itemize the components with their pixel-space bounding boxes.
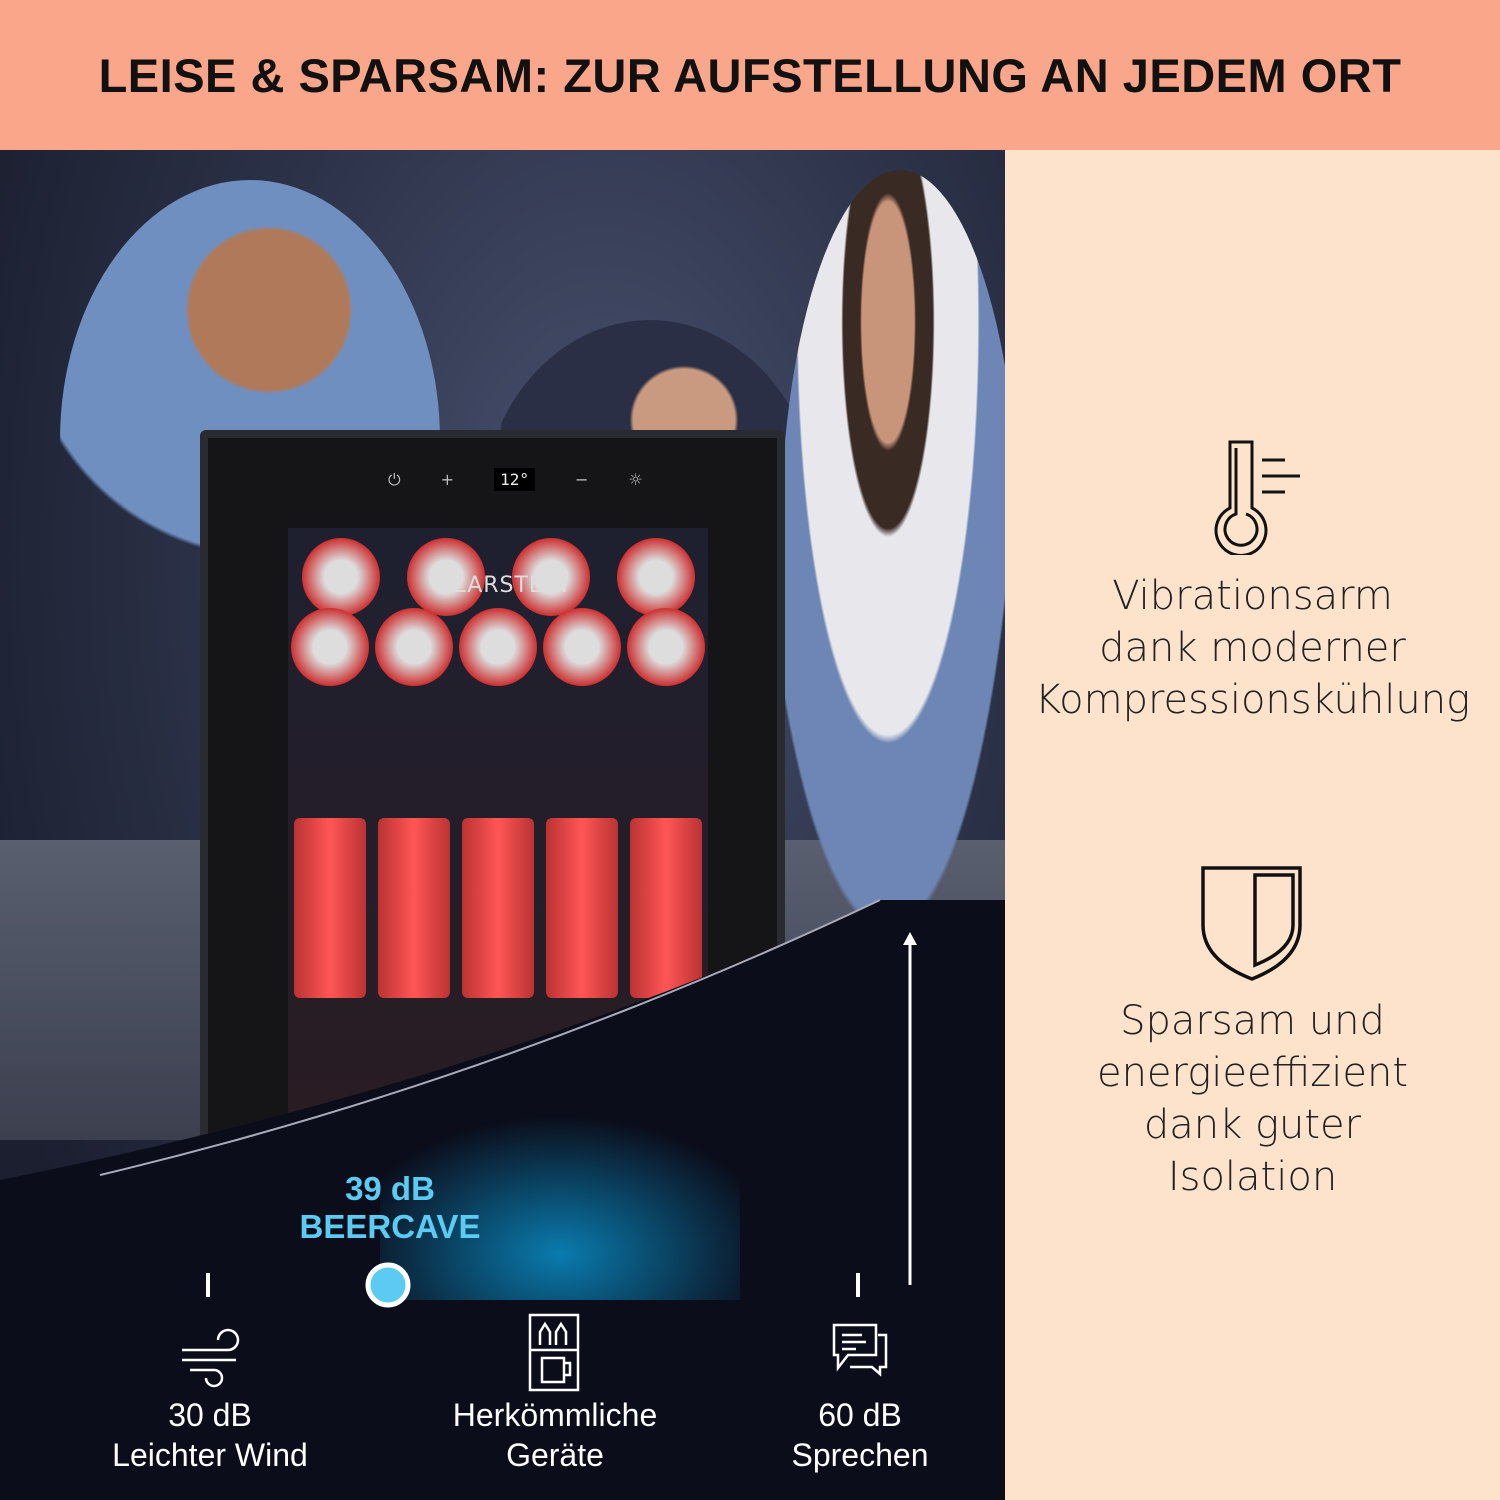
marker-conventional-devices: Herkömmliche Geräte	[400, 1395, 710, 1475]
beercave-label: 39 dB BEERCAVE	[250, 1170, 530, 1246]
feature-line: Sparsam und	[1120, 998, 1385, 1044]
light-icon: ☼	[628, 470, 643, 489]
wind-icon	[182, 1328, 240, 1388]
marker-light-wind: 30 dB Leichter Wind	[60, 1395, 360, 1475]
marker-speaking: 60 dB Sprechen	[710, 1395, 1005, 1475]
minus-icon: −	[574, 470, 589, 489]
temperature-display: 12°	[494, 468, 535, 491]
features-panel: Vibrationsarm dank moderner Kompressions…	[1005, 150, 1500, 1500]
feature-line: Vibrationsarm	[1112, 573, 1393, 619]
control-panel: ⏻ + 12° − ☼	[388, 468, 643, 491]
beercave-db: 39 dB	[345, 1170, 435, 1207]
feature-line: Kompressionskühlung	[1034, 677, 1471, 723]
fridge-appliance-icon	[528, 1313, 580, 1392]
feature-line: Isolation	[1167, 1154, 1338, 1200]
marker-value: 60 dB	[818, 1397, 902, 1433]
thermometer-icon	[1214, 440, 1300, 555]
noise-scale-graphic	[0, 899, 1005, 1500]
header-banner: LEISE & SPARSAM: ZUR AUFSTELLUNG AN JEDE…	[0, 0, 1500, 150]
feature-vibration: Vibrationsarm dank moderner Kompressions…	[1005, 570, 1500, 726]
product-photo: ⏻ + 12° − ☼ KLARSTEIN 39 dB BEERCAVE 30 …	[0, 150, 1005, 1500]
marker-label: Sprechen	[791, 1437, 929, 1473]
feature-line: dank moderner	[1099, 625, 1406, 671]
beercave-marker	[365, 1262, 411, 1308]
person-woman	[780, 170, 1005, 930]
feature-efficiency: Sparsam und energieeffizient dank guter …	[1005, 995, 1500, 1203]
page-title: LEISE & SPARSAM: ZUR AUFSTELLUNG AN JEDE…	[98, 48, 1402, 102]
power-icon: ⏻	[388, 469, 401, 489]
speech-bubbles-icon	[832, 1323, 888, 1377]
feature-line: dank guter	[1143, 1102, 1362, 1148]
marker-value: 30 dB	[168, 1397, 252, 1433]
marker-label: Herkömmliche Geräte	[452, 1397, 658, 1473]
arrow-up-icon	[903, 932, 917, 945]
beercave-name: BEERCAVE	[299, 1208, 481, 1245]
shield-icon	[1201, 866, 1302, 981]
plus-icon: +	[440, 470, 455, 489]
feature-line: energieeffizient	[1096, 1050, 1409, 1096]
marker-label: Leichter Wind	[112, 1437, 308, 1473]
brand-logo: KLARSTEIN	[438, 573, 569, 598]
